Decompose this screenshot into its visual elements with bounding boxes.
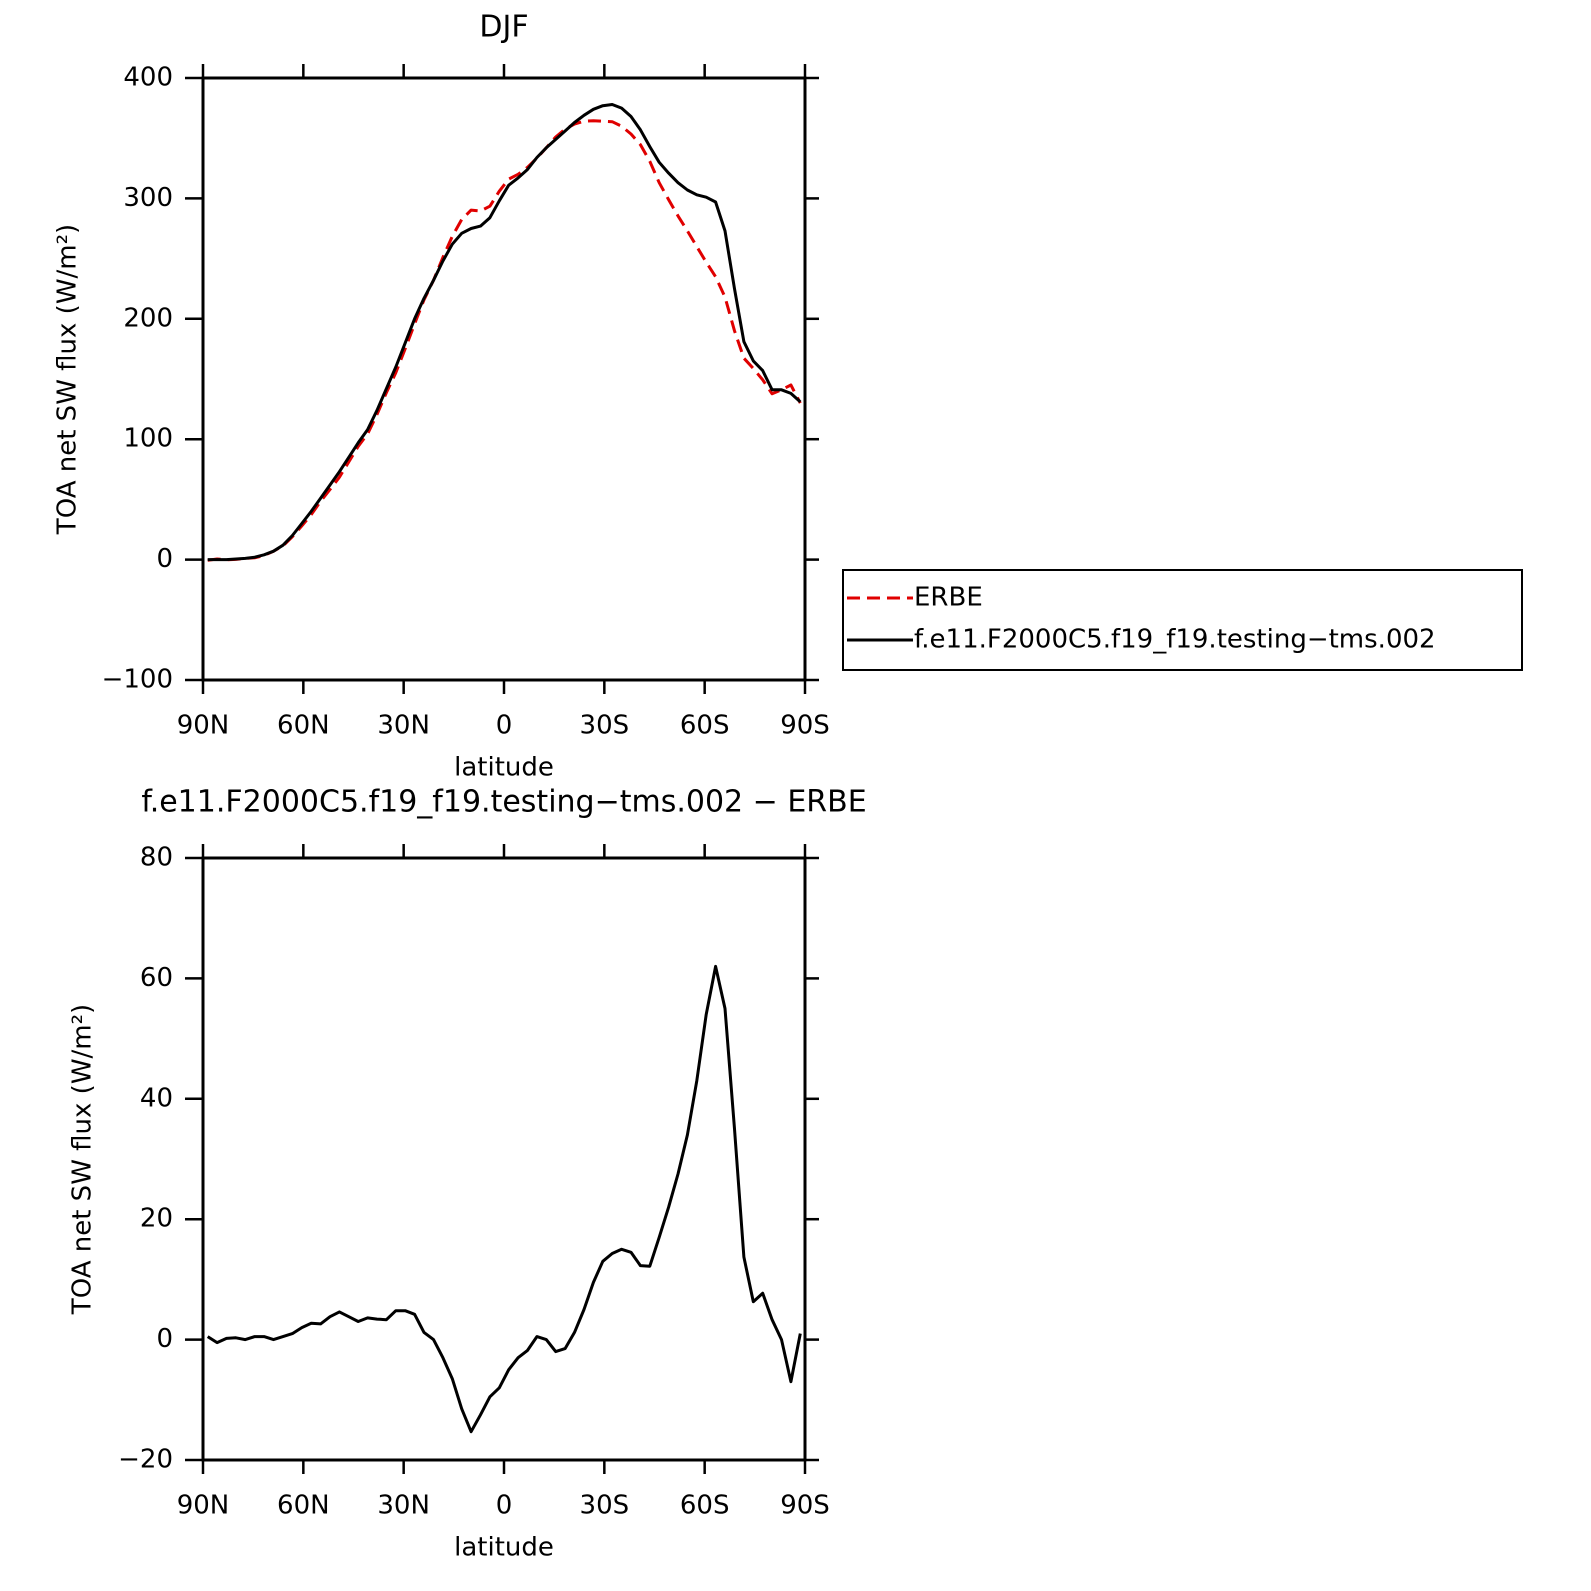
y-tick-label: 60 [140,963,173,993]
x-tick-label: 60N [277,1491,330,1521]
x-tick-label: 30S [580,711,630,741]
x-tick-label: 0 [496,711,513,741]
x-tick-label: 90N [177,711,230,741]
x-tick-label: 90S [780,711,830,741]
chart-title: DJF [479,10,528,45]
legend-box [842,569,1523,671]
y-tick-label: 20 [140,1204,173,1234]
y-tick-label: 100 [123,424,173,454]
y-tick-label: 0 [156,544,173,574]
x-tick-label: 0 [496,1491,513,1521]
x-tick-label: 30S [580,1491,630,1521]
x-axis-label: latitude [454,1533,554,1563]
data-line [207,103,802,562]
x-tick-label: 60S [680,711,730,741]
y-tick-label: 200 [123,303,173,333]
y-tick-label: 0 [156,1324,173,1354]
plot-frame [201,76,807,682]
x-tick-label: 60S [680,1491,730,1521]
legend-label: ERBE [914,583,983,613]
plot-frame [201,856,807,1462]
y-tick-label: −100 [102,665,173,695]
x-tick-label: 90S [780,1491,830,1521]
chart-title: f.e11.F2000C5.f19_f19.testing−tms.002 − … [141,785,866,820]
data-line [207,119,802,562]
legend: ERBE f.e11.F2000C5.f19_f19.testing−tms.00… [842,569,1523,671]
x-tick-label: 30N [377,711,430,741]
y-tick-label: 300 [123,183,173,213]
y-axis-label: TOA net SW flux (W/m²) [68,1004,98,1315]
x-tick-label: 30N [377,1491,430,1521]
legend-label: f.e11.F2000C5.f19_f19.testing−tms.002 [914,625,1436,655]
x-axis-label: latitude [454,753,554,783]
x-tick-label: 90N [177,1491,230,1521]
y-tick-label: 400 [123,63,173,93]
y-tick-label: 40 [140,1083,173,1113]
data-line [206,964,802,1434]
x-tick-label: 60N [277,711,330,741]
y-axis-label: TOA net SW flux (W/m²) [53,224,83,535]
y-tick-label: −20 [118,1445,173,1475]
y-tick-label: 80 [140,843,173,873]
